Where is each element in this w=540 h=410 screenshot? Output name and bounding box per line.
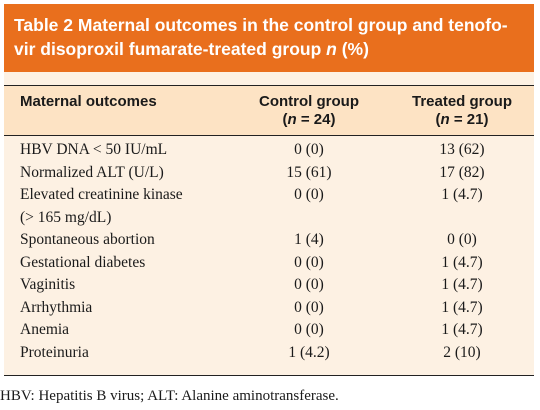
table-top-rule bbox=[4, 85, 534, 86]
table-title-line-2-text: vir disoproxil fumarate-treated group bbox=[14, 39, 327, 59]
control-value-cell: 0 (0) bbox=[294, 186, 324, 203]
column-header-treated: Treated group (n = 21) bbox=[402, 93, 522, 129]
outcome-cell: Anemia bbox=[20, 321, 70, 338]
treated-value-cell: 1 (4.7) bbox=[441, 276, 483, 293]
control-value-cell: 1 (4) bbox=[294, 231, 324, 248]
table-bottom-rule bbox=[4, 375, 534, 376]
treated-value-cell: 0 (0) bbox=[447, 231, 477, 248]
table-header-rule bbox=[4, 135, 534, 136]
control-value-cell: 15 (61) bbox=[286, 163, 332, 181]
column-header-treated-label: Treated group bbox=[411, 93, 512, 110]
treated-value-cell: 1 (4.7) bbox=[441, 321, 483, 338]
outcome-cell: Arrhythmia bbox=[20, 298, 93, 316]
treated-value-cell: 17 (82) bbox=[439, 163, 485, 181]
treated-n-value: = 21) bbox=[449, 111, 489, 128]
control-n-symbol: n bbox=[287, 111, 297, 128]
treated-value-cell: 1 (4.7) bbox=[441, 253, 483, 271]
outcome-cell: HBV DNA < 50 IU/mL bbox=[20, 141, 168, 158]
table-title: Table 2 Maternal outcomes in the control… bbox=[4, 4, 534, 72]
column-header-treated-n: (n = 21) bbox=[402, 111, 522, 129]
table-title-percent: (%) bbox=[336, 39, 369, 59]
control-value-cell: 0 (0) bbox=[294, 321, 324, 338]
treated-value-cell: 13 (62) bbox=[439, 141, 485, 158]
treated-value-cell: 2 (10) bbox=[443, 343, 481, 361]
control-value-cell: 0 (0) bbox=[294, 141, 324, 158]
treated-n-symbol: n bbox=[440, 111, 450, 128]
outcome-cell: Gestational diabetes bbox=[20, 253, 146, 271]
table-title-n-symbol: n bbox=[326, 39, 337, 59]
treated-value-cell: 1 (4.7) bbox=[441, 298, 483, 316]
outcome-cell: Elevated creatinine kinase bbox=[20, 186, 183, 203]
outcome-cell: Normalized ALT (U/L) bbox=[20, 163, 164, 181]
column-header-outcomes: Maternal outcomes bbox=[20, 93, 157, 110]
outcome-cell: Proteinuria bbox=[20, 343, 89, 361]
table-header-band bbox=[4, 85, 534, 135]
control-value-cell: 1 (4.2) bbox=[288, 343, 330, 361]
control-n-open: ( bbox=[282, 111, 288, 128]
table-container: Table 2 Maternal outcomes in the control… bbox=[4, 4, 534, 376]
outcome-cell-continued: (> 165 mg/dL) bbox=[20, 208, 112, 226]
outcome-cell: Vaginitis bbox=[20, 276, 76, 293]
table-footnote: HBV: Hepatitis B virus; ALT: Alanine ami… bbox=[0, 388, 339, 404]
column-header-control-n: (n = 24) bbox=[244, 111, 374, 129]
table-title-line-2: vir disoproxil fumarate-treated group n … bbox=[14, 37, 369, 61]
control-value-cell: 0 (0) bbox=[294, 298, 324, 316]
treated-value-cell: 1 (4.7) bbox=[441, 186, 483, 203]
table-title-line-1: Table 2 Maternal outcomes in the control… bbox=[14, 15, 508, 35]
control-value-cell: 0 (0) bbox=[294, 253, 324, 271]
column-header-control-label: Control group bbox=[259, 93, 359, 110]
outcome-cell: Spontaneous abortion bbox=[20, 231, 155, 248]
treated-n-open: ( bbox=[435, 111, 441, 128]
control-value-cell: 0 (0) bbox=[294, 276, 324, 293]
column-header-control: Control group (n = 24) bbox=[244, 93, 374, 129]
control-n-value: = 24) bbox=[296, 111, 336, 128]
